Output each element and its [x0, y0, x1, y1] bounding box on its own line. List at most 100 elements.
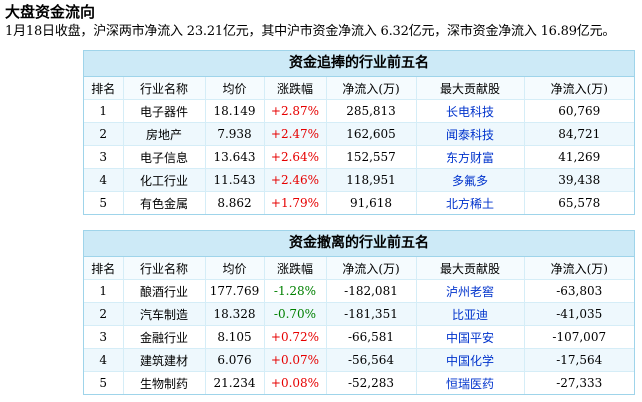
inflow-industry-panel: 资金追捧的行业前五名 排名 行业名称 均价 涨跌幅 净流入(万) 最大贡献股 净…: [83, 50, 635, 215]
avg-price-cell: 177.769: [205, 279, 265, 303]
top-stock-link[interactable]: 多氟多: [416, 168, 525, 192]
header-stock-net-inflow: 净流入(万): [524, 77, 634, 100]
net-inflow-cell: 285,813: [326, 99, 417, 123]
outflow-panel-title: 资金撤离的行业前五名: [84, 231, 634, 257]
page-title: 大盘资金流向: [5, 3, 96, 21]
header-rank: 排名: [84, 257, 124, 280]
change-cell: +0.72%: [264, 325, 327, 349]
industry-cell: 金融行业: [123, 325, 206, 349]
avg-price-cell: 6.076: [205, 348, 265, 372]
header-industry: 行业名称: [123, 257, 206, 280]
net-inflow-cell: 91,618: [326, 191, 417, 214]
rank-cell: 2: [84, 302, 124, 326]
industry-cell: 酿酒行业: [123, 279, 206, 303]
stock-net-inflow-cell: 65,578: [558, 196, 601, 210]
stock-net-inflow-cell: -41,035: [524, 302, 634, 326]
table-row: 3 金融行业 8.105 +0.72% -66,581 中国平安 -107,00…: [84, 325, 634, 349]
net-inflow-cell: -56,564: [326, 348, 417, 372]
market-summary: 1月18日收盘，沪深两市净流入 23.21亿元，其中沪市资金净流入 6.32亿元…: [5, 24, 616, 39]
header-net-inflow: 净流入(万): [326, 77, 417, 100]
net-inflow-cell: -66,581: [326, 325, 417, 349]
top-stock-link[interactable]: 闻泰科技: [416, 122, 525, 146]
top-stock-link[interactable]: 比亚迪: [416, 302, 525, 326]
table-row: 4 建筑建材 6.076 +0.07% -56,564 中国化学 -17,564: [84, 348, 634, 372]
net-inflow-cell: -181,351: [326, 302, 417, 326]
rank-cell: 5: [84, 191, 124, 214]
stock-net-inflow-cell: 60,769: [524, 99, 634, 123]
change-cell: +2.87%: [264, 99, 327, 123]
top-stock-link[interactable]: 北方稀土: [416, 191, 525, 214]
stock-net-inflow-cell: 39,438: [524, 168, 634, 192]
header-rank: 排名: [84, 77, 124, 100]
rank-cell: 5: [84, 371, 124, 394]
top-stock-link[interactable]: 中国平安: [416, 325, 525, 349]
outflow-industry-panel: 资金撤离的行业前五名 排名 行业名称 均价 涨跌幅 净流入(万) 最大贡献股 净…: [83, 230, 635, 395]
industry-cell: 化工行业: [123, 168, 206, 192]
stock-net-inflow-cell: 84,721: [524, 122, 634, 146]
table-row: 5 有色金属 8.862 +1.79% 91,618 北方稀土 65,578: [84, 191, 634, 214]
top-stock-link[interactable]: 恒瑞医药: [416, 371, 525, 394]
rank-cell: 1: [84, 279, 124, 303]
table-row: 1 电子器件 18.149 +2.87% 285,813 长电科技 60,769: [84, 99, 634, 123]
net-inflow-cell: 118,951: [326, 168, 417, 192]
industry-cell: 电子信息: [123, 145, 206, 169]
table-header-row: 排名 行业名称 均价 涨跌幅 净流入(万) 最大贡献股 净流入(万): [84, 77, 634, 100]
industry-cell: 房地产: [123, 122, 206, 146]
rank-cell: 3: [84, 145, 124, 169]
inflow-table: 排名 行业名称 均价 涨跌幅 净流入(万) 最大贡献股 净流入(万) 1 电子器…: [84, 77, 634, 214]
top-stock-link[interactable]: 中国化学: [416, 348, 525, 372]
header-change: 涨跌幅: [264, 257, 327, 280]
avg-price-cell: 8.105: [205, 325, 265, 349]
inflow-panel-title: 资金追捧的行业前五名: [84, 51, 634, 77]
stock-net-inflow-cell: -17,564: [524, 348, 634, 372]
industry-cell: 生物制药: [123, 371, 206, 394]
stock-net-inflow-cell: -107,007: [524, 325, 634, 349]
avg-price-cell: 18.149: [205, 99, 265, 123]
avg-price-cell: 21.234: [205, 371, 265, 394]
change-cell: +2.64%: [264, 145, 327, 169]
net-inflow-cell: 162,605: [326, 122, 417, 146]
industry-cell: 汽车制造: [123, 302, 206, 326]
avg-price-cell: 11.543: [205, 168, 265, 192]
stock-net-inflow-cell: 41,269: [524, 145, 634, 169]
avg-price-cell: 13.643: [205, 145, 265, 169]
industry-cell: 有色金属: [123, 191, 206, 214]
rank-cell: 4: [84, 348, 124, 372]
header-top-stock: 最大贡献股: [416, 257, 525, 280]
table-row: 2 房地产 7.938 +2.47% 162,605 闻泰科技 84,721: [84, 122, 634, 146]
header-top-stock: 最大贡献股: [416, 77, 525, 100]
header-stock-net-inflow: 净流入(万): [524, 257, 634, 280]
change-cell: +2.46%: [264, 168, 327, 192]
industry-cell: 建筑建材: [123, 348, 206, 372]
change-cell: +1.79%: [264, 191, 327, 214]
header-net-inflow: 净流入(万): [326, 257, 417, 280]
net-inflow-cell: 152,557: [326, 145, 417, 169]
table-row: 3 电子信息 13.643 +2.64% 152,557 东方财富 41,269: [84, 145, 634, 169]
change-cell: +0.07%: [264, 348, 327, 372]
rank-cell: 4: [84, 168, 124, 192]
avg-price-cell: 7.938: [205, 122, 265, 146]
top-stock-link[interactable]: 泸州老窖: [416, 279, 525, 303]
rank-cell: 2: [84, 122, 124, 146]
table-row: 4 化工行业 11.543 +2.46% 118,951 多氟多 39,438: [84, 168, 634, 192]
net-inflow-cell: -52,283: [326, 371, 417, 394]
header-avg-price: 均价: [205, 77, 265, 100]
header-avg-price: 均价: [205, 257, 265, 280]
top-stock-link[interactable]: 长电科技: [416, 99, 525, 123]
stock-net-inflow-cell: -63,803: [524, 279, 634, 303]
industry-cell: 电子器件: [123, 99, 206, 123]
change-cell: +0.08%: [264, 371, 327, 394]
outflow-table: 排名 行业名称 均价 涨跌幅 净流入(万) 最大贡献股 净流入(万) 1 酿酒行…: [84, 257, 634, 394]
avg-price-cell: 8.862: [205, 191, 265, 214]
table-header-row: 排名 行业名称 均价 涨跌幅 净流入(万) 最大贡献股 净流入(万): [84, 257, 634, 280]
stock-net-inflow-cell: -27,333: [556, 376, 603, 390]
table-row: 5 生物制药 21.234 +0.08% -52,283 恒瑞医药 -27,33…: [84, 371, 634, 394]
rank-cell: 1: [84, 99, 124, 123]
top-stock-link[interactable]: 东方财富: [416, 145, 525, 169]
header-industry: 行业名称: [123, 77, 206, 100]
change-cell: -1.28%: [264, 279, 327, 303]
rank-cell: 3: [84, 325, 124, 349]
change-cell: +2.47%: [264, 122, 327, 146]
header-change: 涨跌幅: [264, 77, 327, 100]
change-cell: -0.70%: [264, 302, 327, 326]
